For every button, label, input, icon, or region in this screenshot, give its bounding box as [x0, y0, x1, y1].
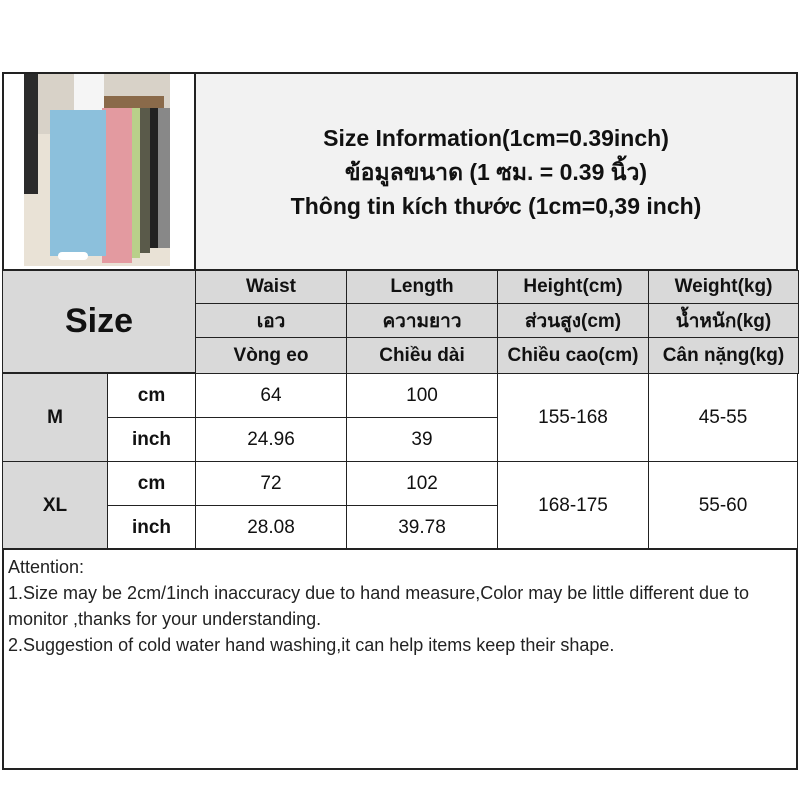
weight-range: 55-60 — [648, 461, 798, 550]
notes-title: Attention: — [8, 557, 85, 577]
height-range: 155-168 — [497, 373, 649, 462]
column-header-th: น้ำหนัก(kg) — [648, 303, 799, 338]
waist-inch-value: 24.96 — [195, 417, 347, 462]
product-photo — [24, 74, 170, 266]
title-vietnamese: Thông tin kích thước (1cm=0,39 inch) — [290, 192, 702, 219]
unit-cm-label: cm — [107, 461, 196, 506]
unit-cm-label: cm — [107, 373, 196, 418]
size-label: XL — [2, 461, 108, 550]
weight-range: 45-55 — [648, 373, 798, 462]
unit-inch-label: inch — [107, 505, 196, 550]
column-header-vi: Chiều cao(cm) — [497, 337, 649, 374]
title-english: Size Information(1cm=0.39inch) — [323, 124, 669, 151]
column-header-vi: Chiều dài — [346, 337, 498, 374]
column-header-th: ส่วนสูง(cm) — [497, 303, 649, 338]
size-label: M — [2, 373, 108, 462]
column-header-vi: Cân nặng(kg) — [648, 337, 799, 374]
title-block: Size Information(1cm=0.39inch) ข้อมูลขนา… — [194, 72, 798, 271]
column-header-th: ความยาว — [346, 303, 498, 338]
column-header-th: เอว — [195, 303, 347, 338]
notes-line-2: 2.Suggestion of cold water hand washing,… — [8, 635, 615, 655]
column-header-en: Waist — [195, 270, 347, 304]
waist-cm-value: 64 — [195, 373, 347, 418]
height-range: 168-175 — [497, 461, 649, 550]
title-thai: ข้อมูลขนาด (1 ซม. = 0.39 นิ้ว) — [344, 158, 648, 185]
column-header-en: Weight(kg) — [648, 270, 799, 304]
length-cm-value: 102 — [346, 461, 498, 506]
waist-cm-value: 72 — [195, 461, 347, 506]
column-header-en: Length — [346, 270, 498, 304]
waist-inch-value: 28.08 — [195, 505, 347, 550]
length-inch-value: 39.78 — [346, 505, 498, 550]
attention-notes: Attention: 1.Size may be 2cm/1inch inacc… — [2, 548, 798, 770]
length-cm-value: 100 — [346, 373, 498, 418]
column-header-vi: Vòng eo — [195, 337, 347, 374]
unit-inch-label: inch — [107, 417, 196, 462]
notes-line-1: 1.Size may be 2cm/1inch inaccuracy due t… — [8, 583, 750, 629]
length-inch-value: 39 — [346, 417, 498, 462]
size-header: Size — [2, 270, 196, 373]
column-header-en: Height(cm) — [497, 270, 649, 304]
